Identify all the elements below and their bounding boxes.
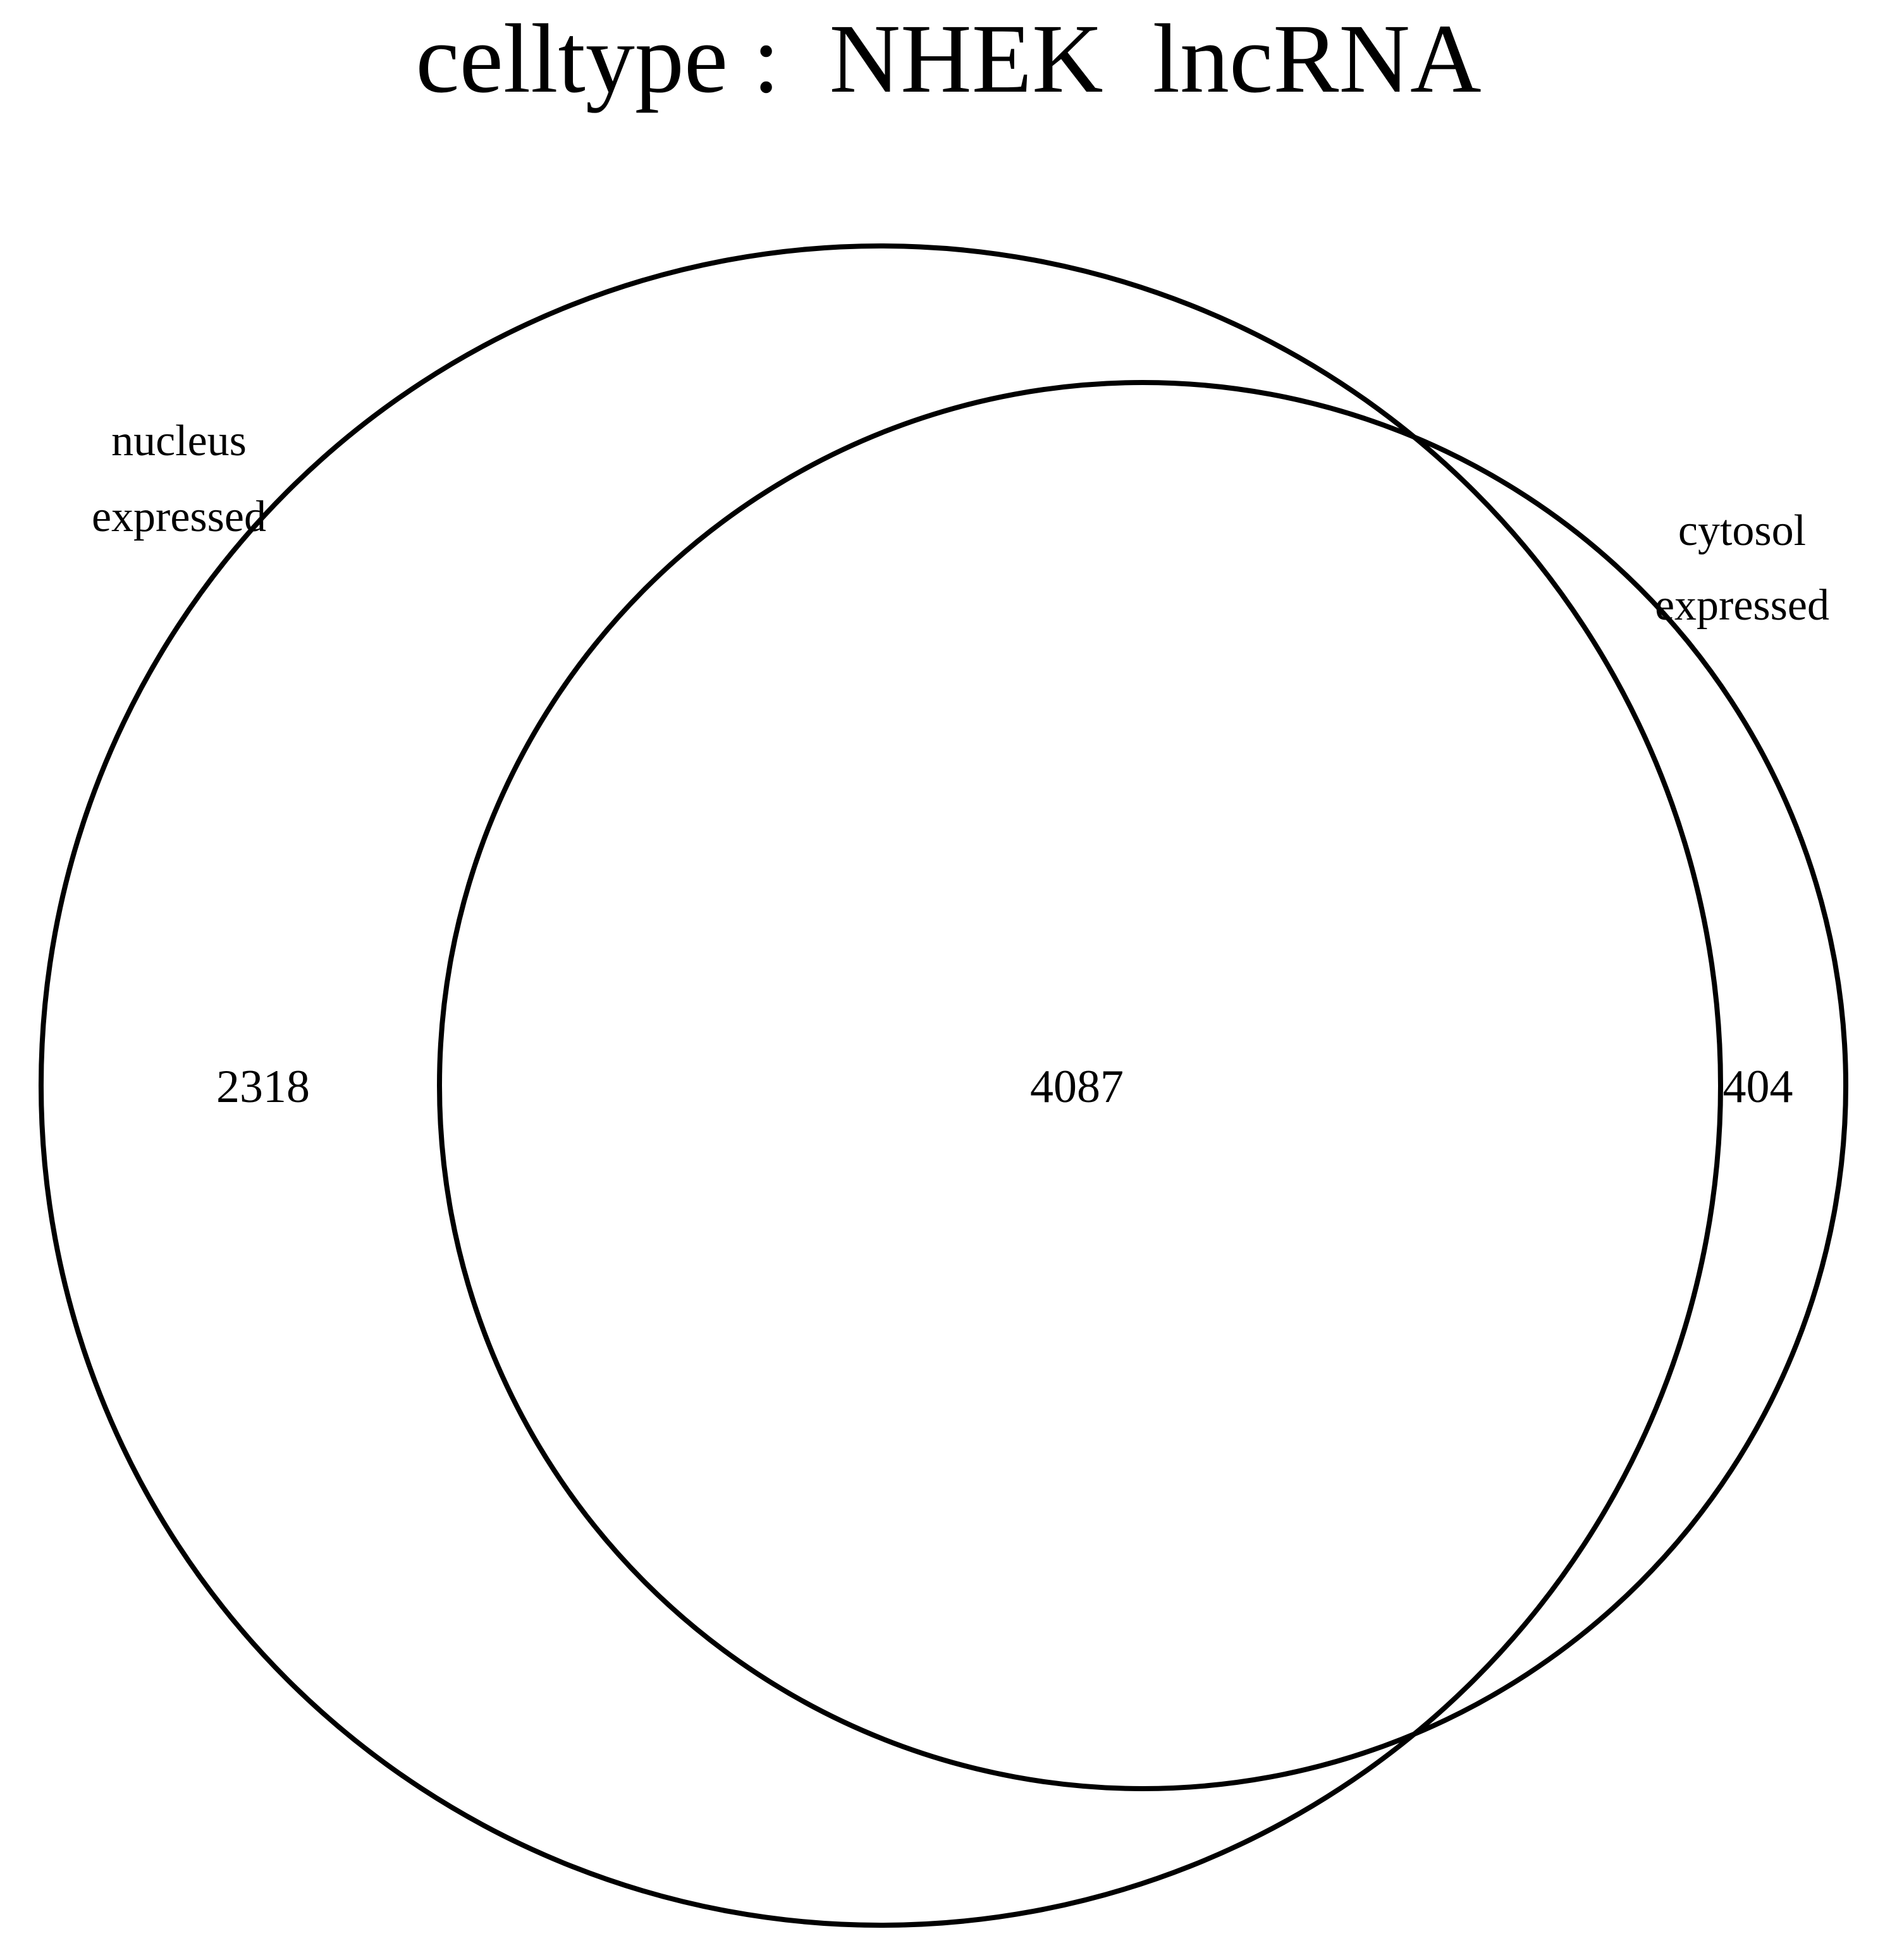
cytosol-set-circle xyxy=(437,380,1848,1791)
intersection-count: 4087 xyxy=(1030,1061,1124,1113)
nucleus-set-circle xyxy=(39,243,1723,1928)
nucleus-only-count: 2318 xyxy=(216,1061,310,1113)
diagram-title: celltype : NHEK lncRNA xyxy=(415,4,1481,113)
cytosol-set-label-line-2: expressed xyxy=(1655,581,1829,630)
nucleus-set-label-line-2: expressed xyxy=(92,493,266,541)
nucleus-set-label-line-1: nucleus xyxy=(111,417,247,465)
cytosol-only-count: 404 xyxy=(1723,1061,1793,1113)
cytosol-set-label-line-1: cytosol xyxy=(1678,506,1806,555)
